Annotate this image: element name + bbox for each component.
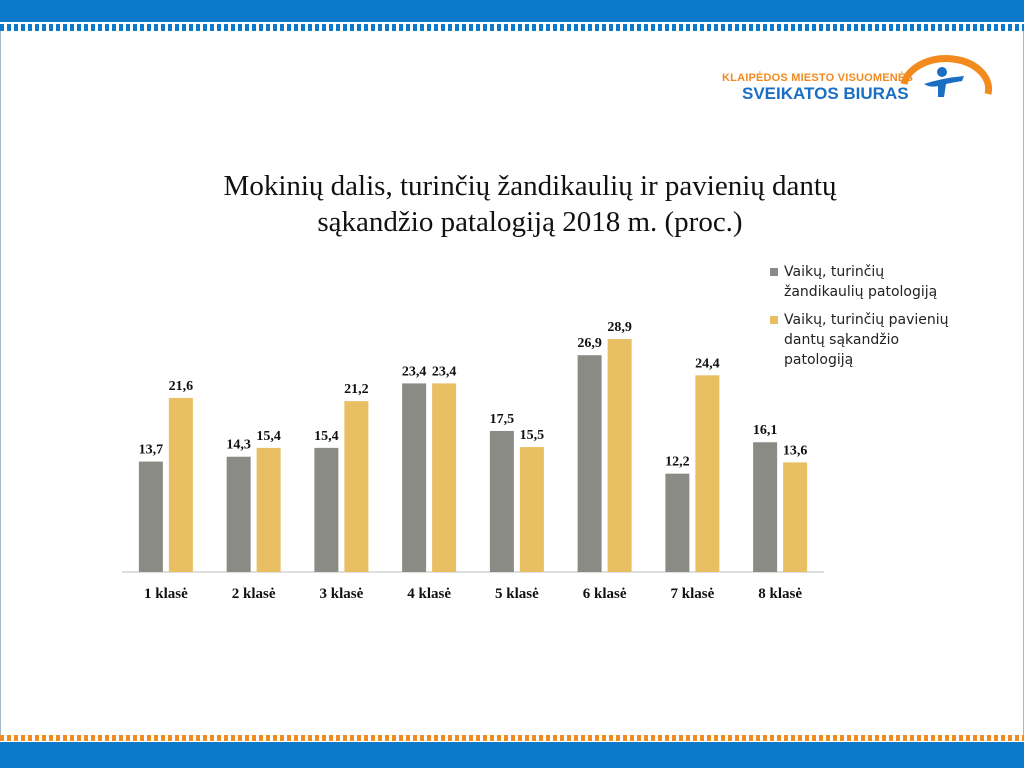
bar-series1 [138,461,163,572]
data-label-series1: 23,4 [402,364,427,379]
legend-item-series1: Vaikų, turinčių žandikaulių patologiją [770,262,990,302]
data-label-series1: 17,5 [490,412,515,427]
bar-series2 [432,383,457,572]
bar-series1 [665,473,690,572]
legend-swatch-series2 [770,316,778,324]
x-tick-label: 5 klasė [495,586,539,602]
x-tick-label: 2 klasė [232,586,276,602]
bar-series1 [226,456,251,572]
top-band [0,0,1024,22]
logo-person-arc-icon [900,55,993,97]
legend-swatch-series1 [770,268,778,276]
organization-logo: KLAIPĖDOS MIESTO VISUOMENĖS SVEIKATOS BI… [716,50,1006,110]
data-label-series2: 21,2 [344,382,369,397]
legend-item-series2: Vaikų, turinčių pavienių dantų sąkandžio… [770,310,990,370]
bar-series2 [168,397,193,572]
data-label-series2: 28,9 [607,320,632,335]
x-tick-label: 3 klasė [319,586,363,602]
x-tick-label: 4 klasė [407,586,451,602]
data-label-series1: 13,7 [139,443,164,458]
data-label-series1: 15,4 [314,429,339,444]
legend-label-series1-line1: Vaikų, turinčių [784,264,885,280]
x-tick-label: 1 klasė [144,586,188,602]
data-label-series2: 21,6 [169,379,194,394]
bar-series1 [314,447,339,572]
x-tick-label: 8 klasė [758,586,802,602]
legend-label-series1-line2: žandikaulių patologiją [784,284,938,300]
bar-series1 [489,430,514,572]
bar-series2 [695,375,720,572]
chart-title: Mokinių dalis, turinčių žandikaulių ir p… [130,168,930,240]
logo-text-line1: KLAIPĖDOS MIESTO VISUOMENĖS [722,72,914,84]
bottom-band [0,742,1024,768]
bar-series2 [607,339,632,572]
top-dotted-border [0,24,1024,31]
data-label-series2: 24,4 [695,356,720,371]
data-label-series1: 14,3 [226,438,251,453]
x-tick-label: 7 klasė [670,586,714,602]
bar-series2 [519,447,544,572]
data-label-series2: 13,6 [783,443,808,458]
data-label-series2: 23,4 [432,364,457,379]
data-label-series1: 16,1 [753,423,778,438]
data-label-series2: 15,5 [520,428,545,443]
bar-series2 [256,447,281,572]
bottom-dotted-border [0,735,1024,741]
data-label-series1: 26,9 [577,336,602,351]
legend-label-series2-line2: dantų sąkandžio [784,332,900,348]
x-tick-label: 6 klasė [583,586,627,602]
logo-text-line2: SVEIKATOS BIURAS [742,84,909,103]
bar-series1 [577,355,602,572]
data-label-series1: 12,2 [665,455,690,470]
bar-series1 [753,442,778,572]
data-label-series2: 15,4 [256,429,281,444]
bar-series2 [344,401,369,572]
chart-title-line1: Mokinių dalis, turinčių žandikaulių ir p… [223,170,837,202]
bar-series1 [402,383,427,572]
chart-title-line2: sąkandžio patalogiją 2018 m. (proc.) [317,206,743,238]
left-border [0,31,1,735]
legend-label-series2-line3: patologiją [784,352,854,368]
bar-series2 [783,462,808,572]
legend-label-series2-line1: Vaikų, turinčių pavienių [784,312,949,328]
chart-legend: Vaikų, turinčių žandikaulių patologiją V… [770,262,990,378]
